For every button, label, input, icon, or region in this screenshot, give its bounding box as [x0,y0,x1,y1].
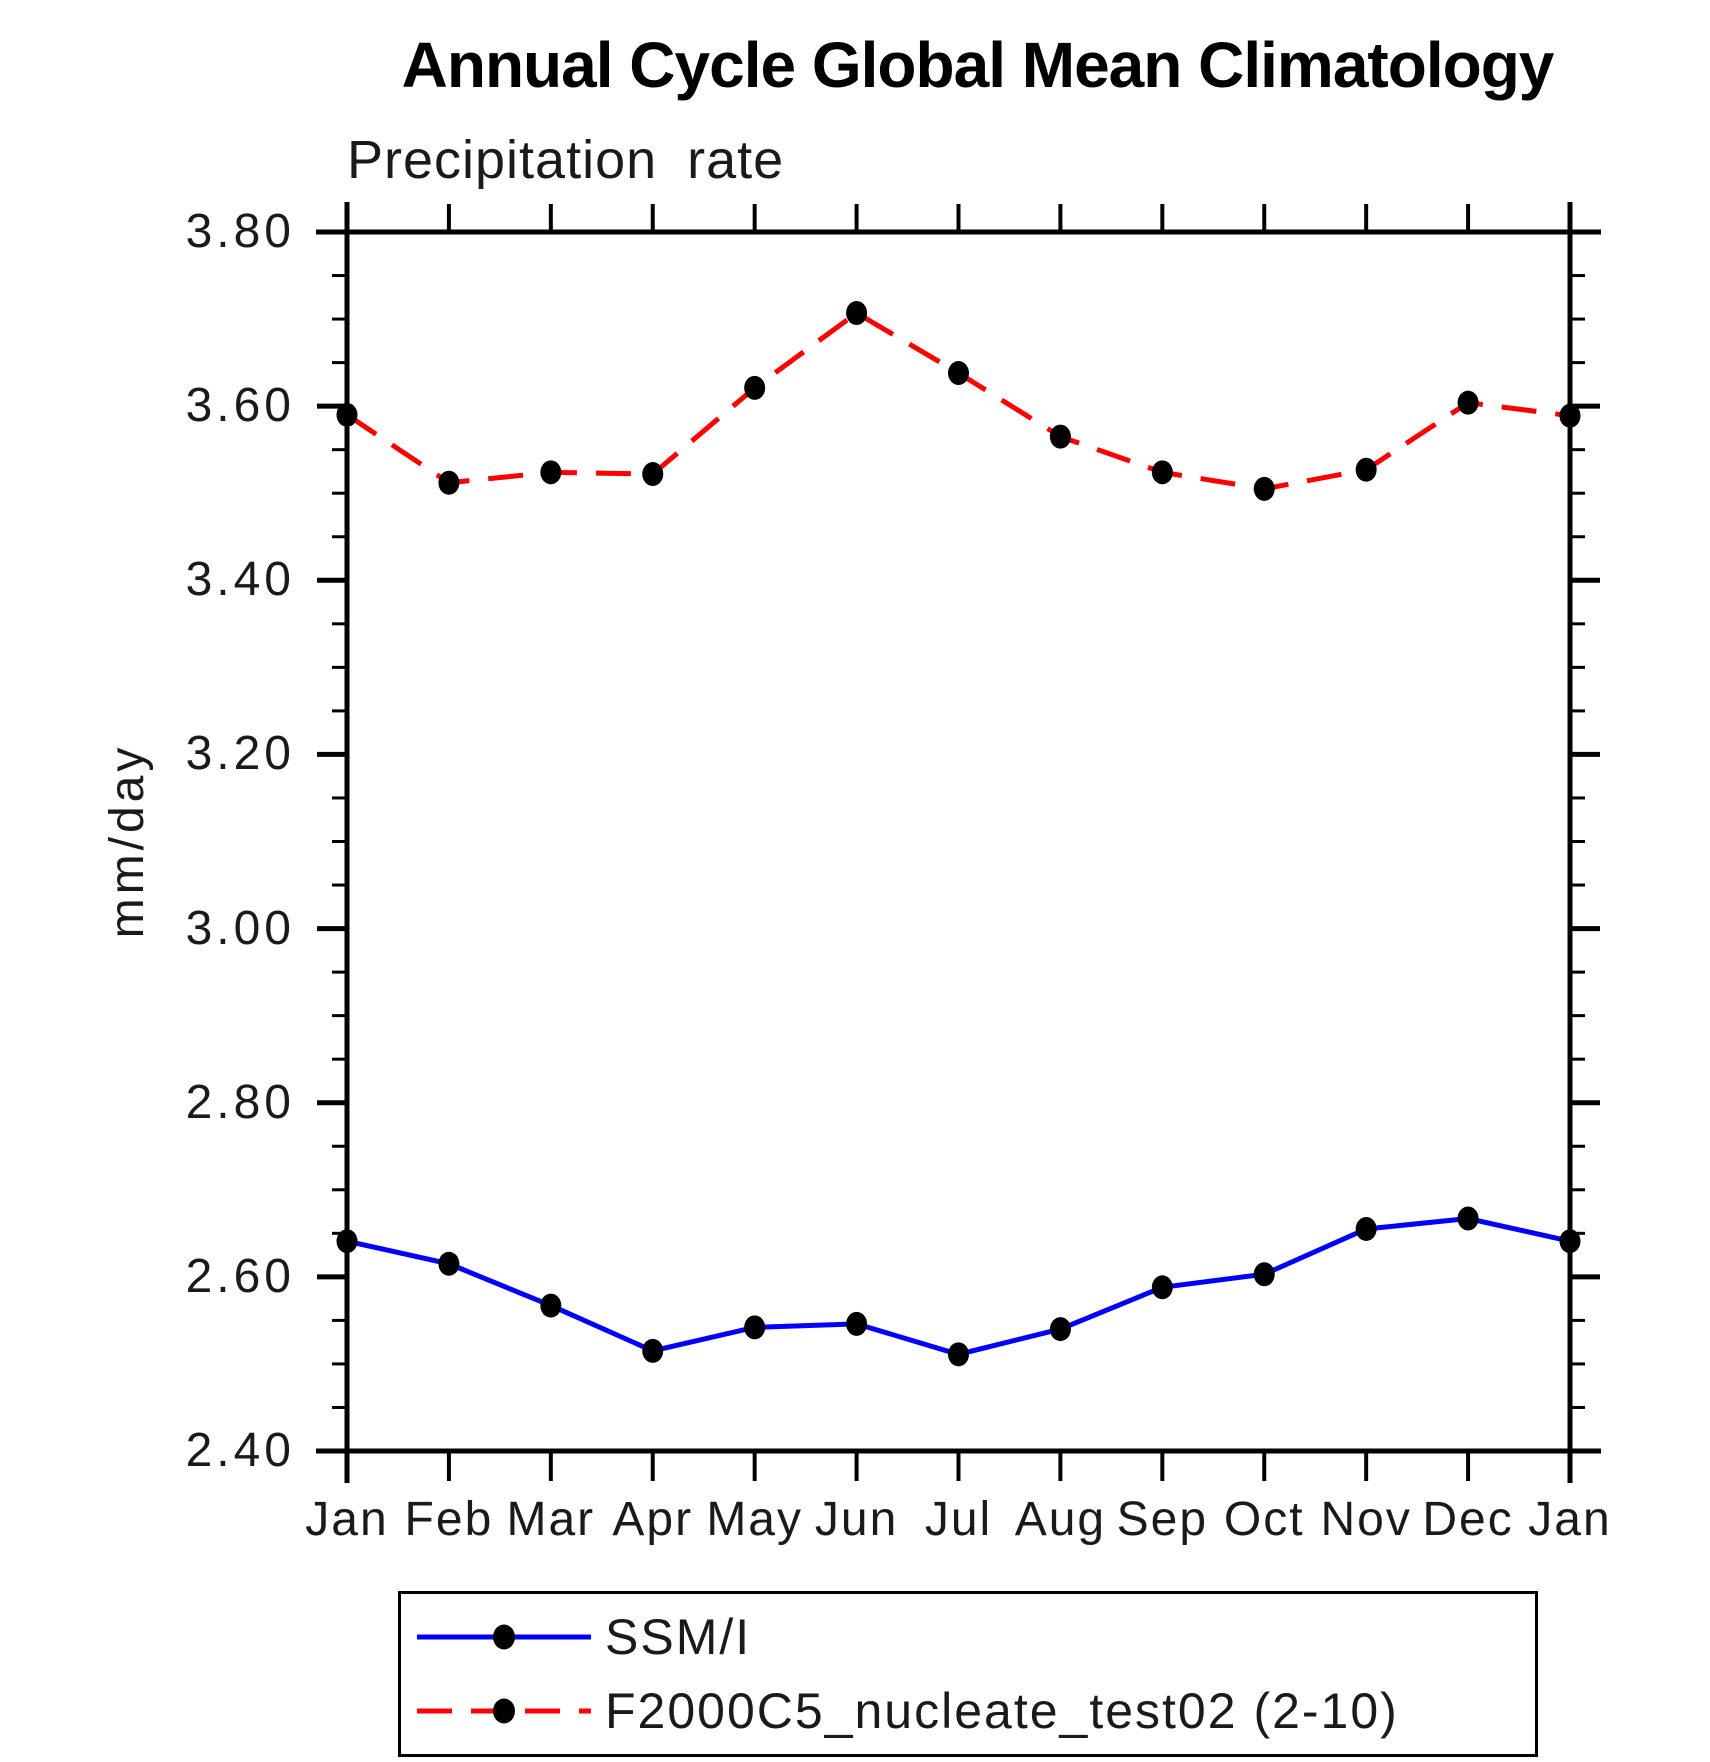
data-point-marker [846,300,868,325]
data-point-marker [1253,1262,1275,1287]
legend-marker-dot [493,1698,515,1724]
data-point-marker [438,470,460,495]
data-point-marker [1355,1216,1377,1241]
legend-key-f2000c5 [417,1698,591,1724]
data-point-marker [642,1338,664,1363]
chart-title: Annual Cycle Global Mean Climatology [401,29,1555,101]
x-tick-label: Aug [1014,1493,1107,1546]
y-tick-label: 3.40 [185,553,295,607]
x-tick-label: Jul [924,1493,993,1546]
data-point-marker [744,375,766,400]
legend-row-ssmi: SSM/I [409,1600,1535,1674]
legend-label-f2000c5: F2000C5_nucleate_test02 (2-10) [605,1683,1399,1739]
data-point-marker [1355,457,1377,482]
series-1-line [345,309,1571,492]
legend-key-ssmi [417,1624,591,1650]
data-point-marker [1151,1275,1173,1300]
x-tick-label: Jan [1528,1493,1612,1546]
series-0-line [346,1215,1571,1357]
y-tick-label: 2.60 [185,1249,295,1303]
legend-row-f2000c5: F2000C5_nucleate_test02 (2-10) [409,1674,1535,1748]
series-1 [336,300,1581,501]
y-tick-label: 3.20 [185,727,295,781]
data-point-marker [744,1315,766,1340]
data-point-marker [846,1311,868,1336]
data-point-marker [1151,460,1173,485]
legend: SSM/I F2000C5_nucleate_test02 (2-10) [398,1591,1538,1757]
x-tick-label: Dec [1422,1493,1514,1546]
data-point-marker [336,1229,358,1254]
x-tick-label: Apr [612,1493,694,1546]
data-point-marker [948,1342,969,1367]
x-tick-label: Nov [1320,1493,1412,1546]
x-ticks [345,204,1572,1481]
legend-marker-dot [493,1624,515,1650]
y-tick-label: 3.80 [185,205,295,258]
data-point-marker [1457,390,1479,415]
data-point-marker [642,462,664,487]
data-point-marker [1559,403,1581,428]
x-tick-label: Oct [1223,1493,1305,1546]
x-tick-label: May [706,1493,803,1546]
data-point-marker [1049,1317,1071,1342]
data-point-marker [438,1251,460,1276]
x-tick-label: Feb [404,1493,494,1546]
x-tick-label: Sep [1116,1493,1209,1546]
data-point-marker [1049,424,1071,449]
data-point-marker [1253,476,1275,501]
y-tick-label: 3.00 [185,901,295,955]
x-tick-label: Jun [814,1493,899,1546]
x-tick-label: Jan [305,1493,389,1546]
chart-subtitle: Precipitation rate [347,130,785,190]
data-point-marker [1559,1229,1581,1254]
y-ticks [317,229,1600,1454]
y-tick-label: 2.80 [185,1075,295,1129]
series-0 [336,1206,1581,1367]
data-point-marker [948,361,969,386]
data-point-marker [540,460,562,485]
legend-label-ssmi: SSM/I [605,1609,752,1665]
data-point-marker [540,1293,562,1318]
data-point-marker [1457,1206,1479,1231]
y-tick-label: 2.40 [185,1424,295,1477]
y-tick-label: 3.60 [185,379,295,433]
data-point-marker [336,402,358,427]
x-tick-label: Mar [506,1493,596,1546]
